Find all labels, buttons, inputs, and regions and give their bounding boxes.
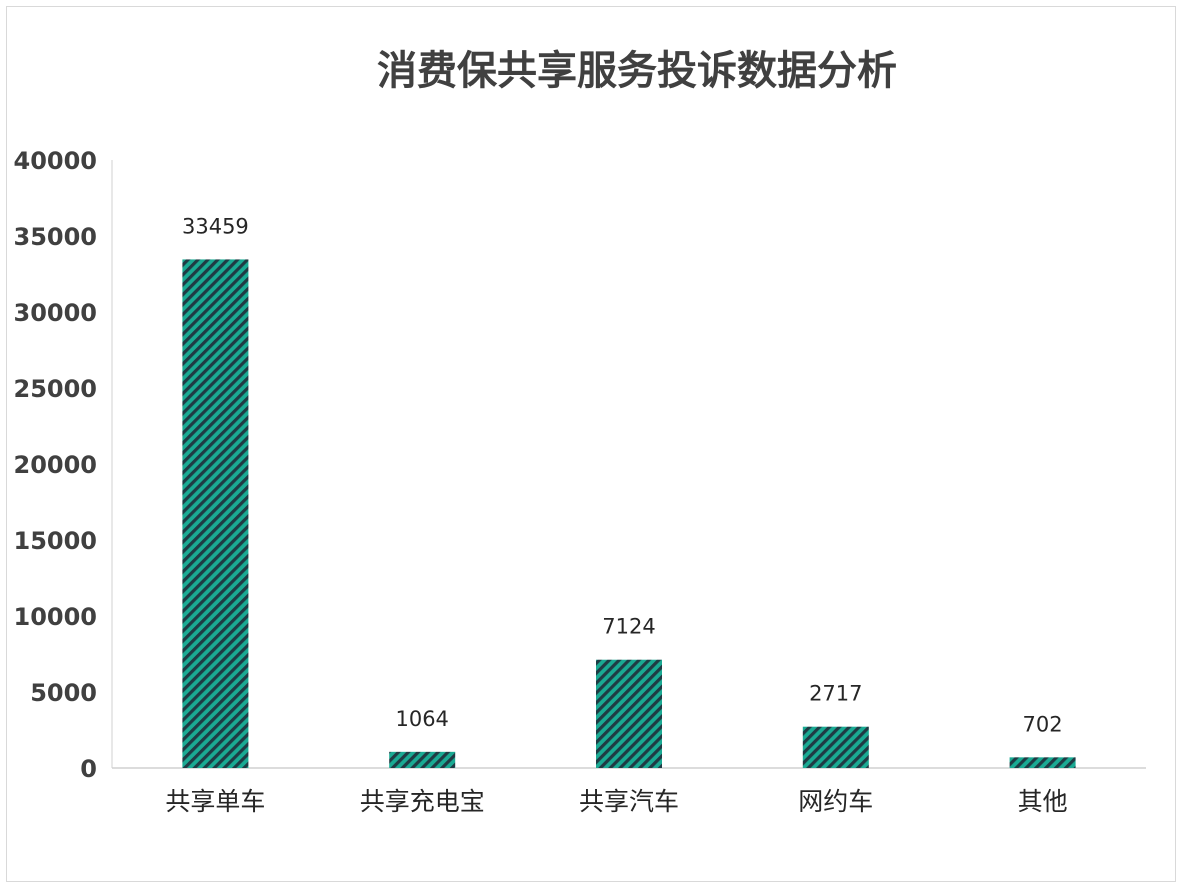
y-tick-label: 10000 bbox=[14, 603, 98, 631]
data-label: 33459 bbox=[182, 214, 249, 238]
category-label: 共享汽车 bbox=[579, 787, 679, 816]
data-label: 7124 bbox=[602, 615, 655, 639]
y-tick-label: 25000 bbox=[14, 375, 98, 403]
category-label: 共享单车 bbox=[165, 787, 265, 816]
data-labels: 33459 1064 7124 2717 702 bbox=[182, 214, 1063, 736]
y-tick-label: 20000 bbox=[14, 451, 98, 479]
y-tick-label: 5000 bbox=[30, 679, 97, 707]
y-tick-label: 35000 bbox=[14, 223, 98, 251]
y-tick-label: 30000 bbox=[14, 299, 98, 327]
bar-0 bbox=[182, 259, 249, 768]
y-tick-label: 40000 bbox=[14, 147, 98, 175]
data-label: 2717 bbox=[809, 682, 862, 706]
category-label: 其他 bbox=[1018, 787, 1068, 816]
chart-title: 消费保共享服务投诉数据分析 bbox=[377, 48, 897, 94]
category-label: 共享充电宝 bbox=[360, 787, 485, 816]
bar-2 bbox=[596, 659, 662, 768]
data-label: 702 bbox=[1023, 712, 1063, 736]
data-label: 1064 bbox=[395, 707, 448, 731]
bar-1 bbox=[389, 751, 456, 768]
y-tick-label: 0 bbox=[80, 755, 97, 783]
y-tick-labels: 0 5000 10000 15000 20000 25000 30000 35000 40000 bbox=[14, 147, 98, 783]
bars bbox=[182, 259, 1076, 768]
y-tick-label: 15000 bbox=[14, 527, 98, 555]
bar-4 bbox=[1009, 757, 1076, 768]
category-label: 网约车 bbox=[798, 787, 873, 816]
bar-3 bbox=[802, 726, 869, 768]
category-labels: 共享单车 共享充电宝 共享汽车 网约车 其他 bbox=[165, 787, 1067, 816]
